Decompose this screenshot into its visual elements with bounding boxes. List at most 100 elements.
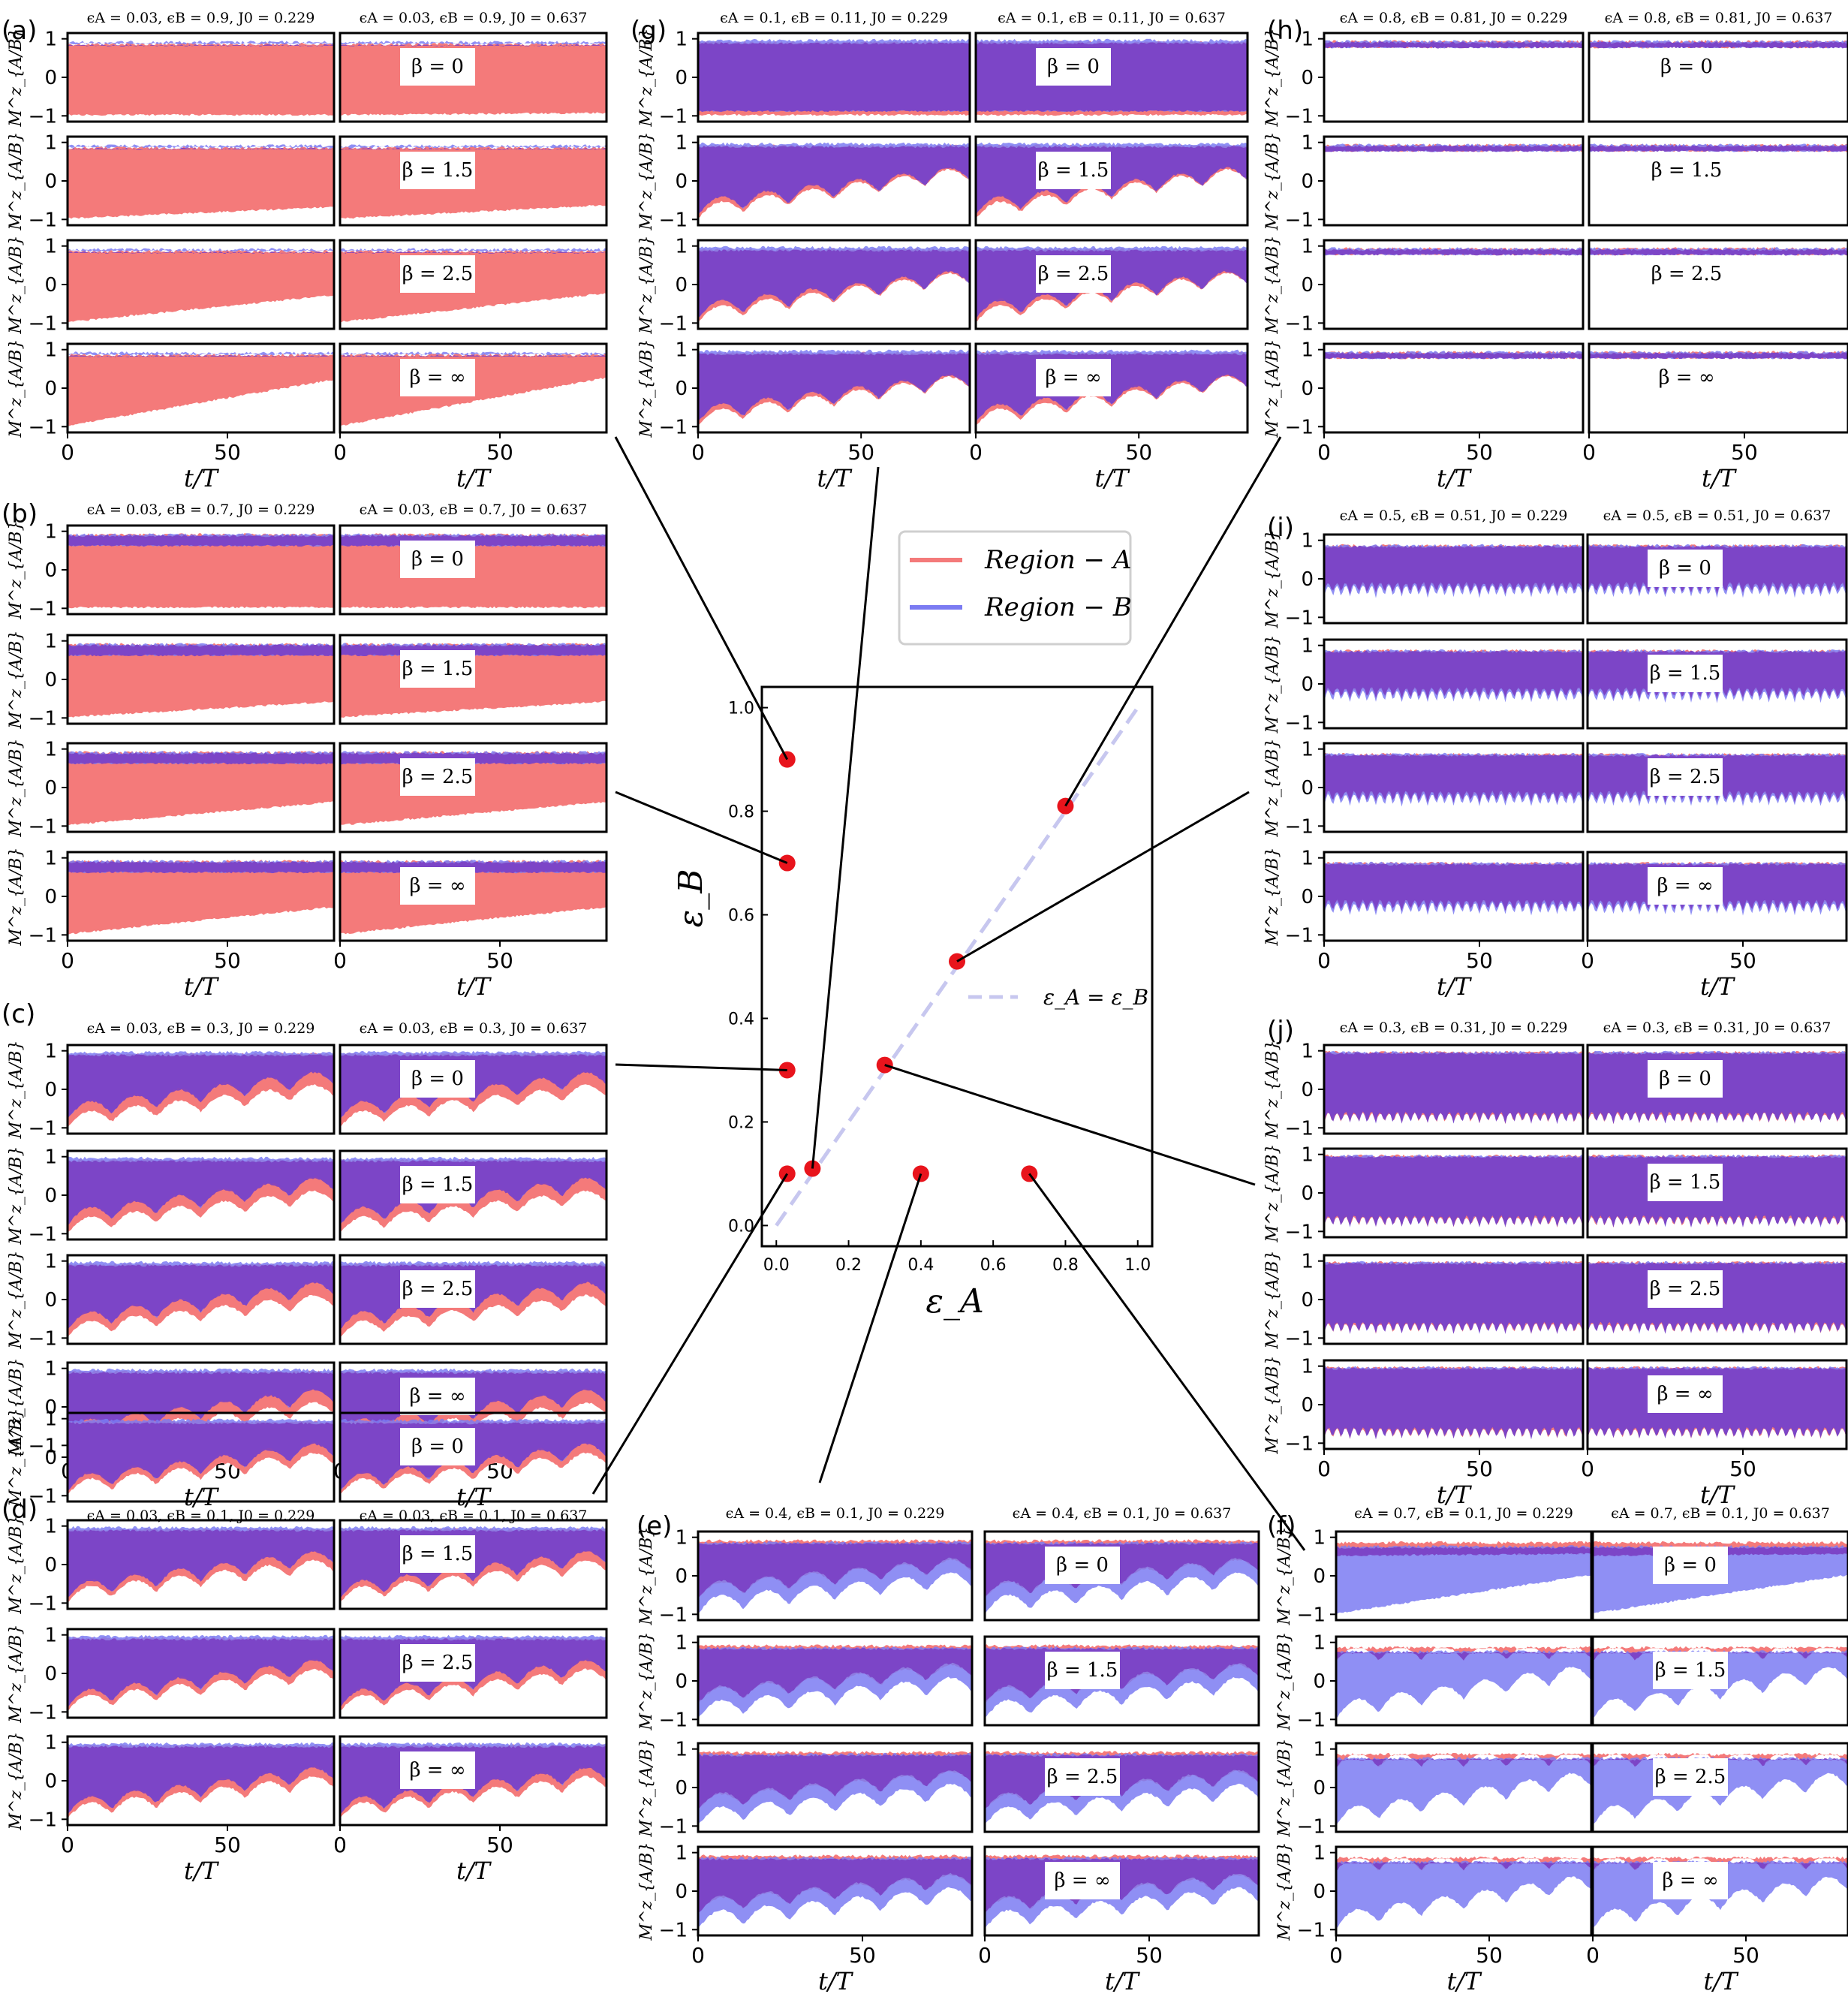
- beta-label: β = 1.5: [1651, 159, 1723, 182]
- subplot-title: ϵA = 0.03, ϵB = 0.9, J0 = 0.637: [360, 10, 588, 26]
- y-tick-label: 1: [44, 521, 57, 544]
- x-tick-label: 0: [1329, 1943, 1343, 1968]
- y-tick-label: 0: [44, 1554, 57, 1577]
- subplot-frame: [1586, 1359, 1848, 1450]
- x-axis-label: t/T: [1437, 464, 1473, 492]
- y-tick-label: 1: [1301, 132, 1314, 155]
- beta-label: β = 2.5: [1651, 263, 1723, 285]
- beta-label-box: [1649, 359, 1724, 396]
- subplot-h-2-2: β = 1.5: [1588, 135, 1848, 227]
- x-axis-label: t/T: [184, 972, 220, 1001]
- y-tick-label: 1: [1313, 1527, 1326, 1550]
- overlap-band: [1324, 863, 1583, 912]
- y-tick-label: 0.6: [728, 907, 754, 926]
- x-tick-label: 50: [1466, 1456, 1493, 1481]
- connector-line-i: [956, 791, 1250, 962]
- x-tick-label: 0.8: [1052, 1256, 1079, 1275]
- x-tick-label: 50: [1476, 1943, 1503, 1968]
- overlap-band: [68, 861, 334, 874]
- x-tick-label: 50: [214, 948, 241, 973]
- beta-label: β = ∞: [1045, 366, 1101, 389]
- diagonal-legend-label: ε_A = ε_B: [1043, 985, 1148, 1010]
- beta-label: β = 1.5: [402, 159, 474, 182]
- subplot-e-1-3: 1 0 −1M^z_{A/B}: [637, 1738, 974, 1838]
- y-tick-label: −1: [1285, 416, 1314, 438]
- beta-label: β = 2.5: [402, 766, 474, 788]
- beta-label-box: [1648, 1060, 1723, 1098]
- x-tick-label: 50: [1731, 440, 1758, 465]
- beta-label-box: [1045, 1652, 1120, 1689]
- y-tick-label: 1: [44, 29, 57, 51]
- y-tick-label: 1: [675, 339, 688, 362]
- beta-label-box: [1653, 1758, 1728, 1796]
- y-tick-label: 1: [1301, 635, 1314, 658]
- subplot-frame: [339, 1519, 608, 1610]
- x-tick-label: 0.2: [835, 1256, 862, 1275]
- y-tick-label: −1: [1285, 105, 1314, 128]
- subplot-frame: [1586, 851, 1848, 942]
- x-axis-label: t/T: [456, 1483, 492, 1511]
- y-tick-label: 1: [1313, 1739, 1326, 1761]
- subplot-title: ϵA = 0.03, ϵB = 0.9, J0 = 0.229: [87, 10, 315, 26]
- y-tick-label: −1: [1285, 924, 1314, 947]
- y-axis-label: M^z_{A/B}: [1263, 235, 1282, 334]
- beta-label: β = 1.5: [402, 1543, 474, 1565]
- y-tick-label: 0: [675, 1777, 688, 1800]
- y-tick-label: 0: [675, 378, 688, 400]
- x-tick-label: 50: [1729, 1456, 1756, 1481]
- subplot-e-2-3: β = 2.5: [983, 1742, 1260, 1833]
- beta-label-box: [1045, 1758, 1120, 1796]
- subplot-b-2-1: β = 0: [339, 524, 608, 616]
- subplot-title: ϵA = 0.7, ϵB = 0.1, J0 = 0.637: [1611, 1505, 1830, 1522]
- subplot-frame: [339, 1044, 608, 1135]
- y-tick-label: 1: [44, 339, 57, 362]
- subplot-j-1-1: 1 0 −1M^z_{A/B}: [1263, 1040, 1585, 1140]
- x-axis-label: t/T: [817, 464, 853, 492]
- x-tick-label: 0: [1581, 948, 1594, 973]
- subplot-frame: [974, 239, 1249, 330]
- subplot-i-1-2: 1 0 −1M^z_{A/B}: [1263, 634, 1585, 734]
- y-tick-label: 1: [675, 1527, 688, 1550]
- connector-line-d: [591, 1173, 788, 1495]
- y-axis-label: M^z_{A/B}: [1263, 1040, 1282, 1139]
- x-axis-label: t/T: [456, 972, 492, 1001]
- subplot-g-2-3: β = 2.5: [974, 239, 1249, 330]
- y-tick-label: 0: [1301, 378, 1314, 400]
- subplot-b-2-4: β = ∞: [339, 851, 608, 942]
- subplot-title: ϵA = 0.3, ϵB = 0.31, J0 = 0.229: [1340, 1020, 1568, 1036]
- overlap-band: [1324, 545, 1583, 595]
- legend-label-a: Region − A: [984, 545, 1131, 575]
- subplot-title: ϵA = 0.1, ϵB = 0.11, J0 = 0.229: [720, 10, 948, 26]
- beta-label-box: [1648, 1375, 1723, 1413]
- y-axis-label: M^z_{A/B}: [637, 1842, 656, 1941]
- x-tick-label: 0: [61, 1833, 74, 1857]
- subplot-title: ϵA = 0.3, ϵB = 0.31, J0 = 0.637: [1603, 1020, 1831, 1036]
- beta-label-box: [1036, 255, 1111, 293]
- region-b-band: [68, 144, 334, 149]
- subplot-frame: [1586, 1254, 1848, 1345]
- y-tick-label: 0: [1301, 673, 1314, 696]
- x-tick-label: 0: [61, 440, 74, 465]
- subplot-b-2-3: β = 2.5: [339, 742, 608, 833]
- y-tick-label: −1: [29, 1223, 57, 1245]
- subplot-frame: [983, 1635, 1260, 1727]
- subplot-frame: [1586, 533, 1848, 625]
- panel-letter: (g): [631, 16, 667, 46]
- x-tick-label: 50: [486, 440, 513, 465]
- subplot-frame: [339, 851, 608, 942]
- overlap-band: [68, 1372, 334, 1438]
- overlap-band: [1336, 1547, 1591, 1557]
- x-axis-label: t/T: [1437, 972, 1473, 1001]
- x-tick-label: 0: [691, 1943, 705, 1968]
- y-tick-label: −1: [1285, 1327, 1314, 1350]
- subplot-f-1-2: 1 0 −1M^z_{A/B}: [1275, 1631, 1593, 1731]
- subplot-f-2-3: β = 2.5: [1591, 1742, 1848, 1833]
- y-tick-label: 1: [675, 29, 688, 51]
- beta-label: β = 1.5: [402, 1173, 474, 1196]
- subplot-j-1-4: 1 0 −1M^z_{A/B}: [1263, 1355, 1585, 1455]
- region-b-band: [1336, 1757, 1591, 1827]
- beta-label-box: [400, 359, 475, 396]
- beta-label: β = 1.5: [1047, 1659, 1118, 1682]
- x-tick-label: 0: [1317, 1456, 1331, 1481]
- y-axis-label: M^z_{A/B}: [1263, 847, 1282, 946]
